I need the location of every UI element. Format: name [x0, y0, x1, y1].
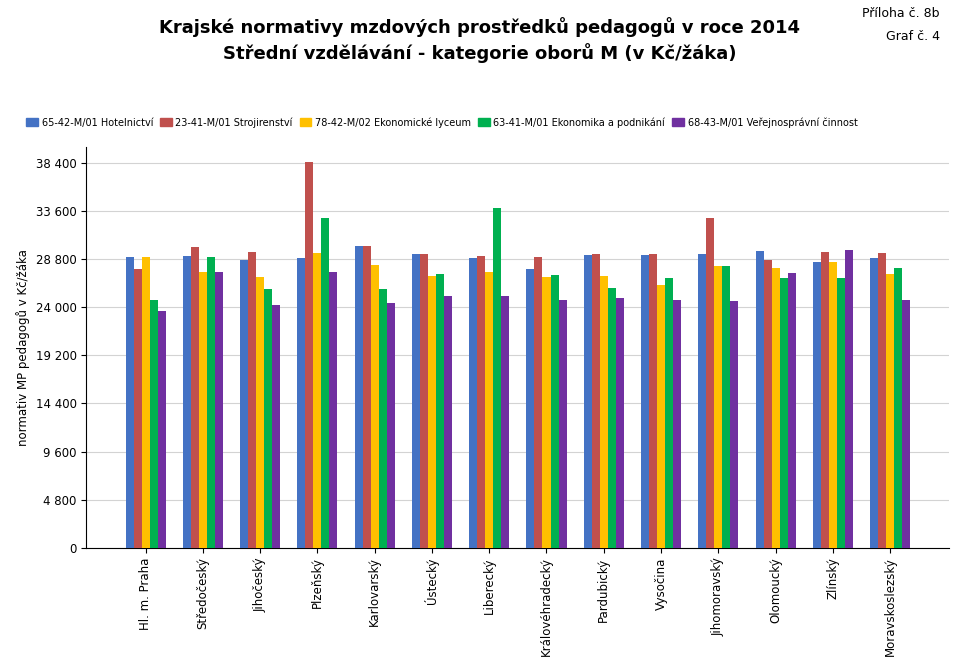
Bar: [902, 301, 910, 548]
Bar: [305, 162, 314, 548]
Bar: [478, 256, 485, 548]
Bar: [657, 285, 665, 548]
Bar: [469, 258, 478, 548]
Bar: [780, 278, 787, 548]
Bar: [772, 268, 780, 548]
Bar: [379, 289, 386, 548]
Bar: [371, 265, 379, 548]
Bar: [493, 208, 502, 548]
Bar: [330, 273, 338, 548]
Bar: [248, 252, 256, 548]
Bar: [837, 278, 845, 548]
Bar: [133, 269, 142, 548]
Bar: [314, 253, 321, 548]
Bar: [714, 266, 722, 548]
Bar: [829, 262, 837, 548]
Text: Příloha č. 8b: Příloha č. 8b: [862, 7, 940, 19]
Legend: 65-42-M/01 Hotelnictví, 23-41-M/01 Strojirenství, 78-42-M/02 Ekonomické lyceum, : 65-42-M/01 Hotelnictví, 23-41-M/01 Stroj…: [24, 115, 859, 130]
Bar: [444, 297, 452, 548]
Bar: [550, 275, 558, 548]
Bar: [722, 266, 731, 548]
Y-axis label: normativ MP pedagogů v Kč/žáka: normativ MP pedagogů v Kč/žáka: [16, 249, 30, 446]
Bar: [886, 274, 894, 548]
Bar: [763, 261, 772, 548]
Bar: [543, 277, 550, 548]
Bar: [142, 257, 150, 548]
Bar: [845, 250, 853, 548]
Bar: [183, 256, 191, 548]
Text: Graf č. 4: Graf č. 4: [886, 30, 940, 43]
Bar: [878, 253, 886, 548]
Bar: [207, 257, 215, 548]
Bar: [321, 218, 330, 548]
Bar: [297, 258, 305, 548]
Bar: [157, 311, 166, 548]
Text: Střední vzdělávání - kategorie oborů M (v Kč/žáka): Střední vzdělávání - kategorie oborů M (…: [222, 43, 737, 63]
Bar: [608, 289, 616, 548]
Bar: [502, 297, 509, 548]
Bar: [215, 273, 222, 548]
Bar: [199, 273, 207, 548]
Bar: [584, 255, 592, 548]
Bar: [665, 278, 673, 548]
Bar: [894, 268, 902, 548]
Bar: [436, 274, 444, 548]
Bar: [256, 277, 264, 548]
Bar: [813, 262, 821, 548]
Bar: [386, 303, 395, 548]
Bar: [363, 246, 371, 548]
Bar: [616, 298, 623, 548]
Bar: [485, 273, 493, 548]
Bar: [526, 269, 534, 548]
Bar: [272, 305, 280, 548]
Bar: [412, 255, 420, 548]
Bar: [264, 289, 272, 548]
Bar: [756, 251, 763, 548]
Bar: [641, 255, 649, 548]
Bar: [150, 301, 157, 548]
Bar: [673, 301, 681, 548]
Bar: [706, 218, 714, 548]
Bar: [821, 252, 829, 548]
Bar: [592, 255, 599, 548]
Text: Krajské normativy mzdových prostředků pedagogů v roce 2014: Krajské normativy mzdových prostředků pe…: [159, 17, 800, 37]
Bar: [649, 255, 657, 548]
Bar: [126, 257, 133, 548]
Bar: [420, 255, 428, 548]
Bar: [428, 277, 436, 548]
Bar: [558, 301, 567, 548]
Bar: [191, 247, 199, 548]
Bar: [870, 258, 878, 548]
Bar: [787, 273, 796, 548]
Bar: [534, 257, 543, 548]
Bar: [355, 246, 363, 548]
Bar: [731, 301, 738, 548]
Bar: [698, 255, 706, 548]
Bar: [240, 261, 248, 548]
Bar: [599, 277, 608, 548]
